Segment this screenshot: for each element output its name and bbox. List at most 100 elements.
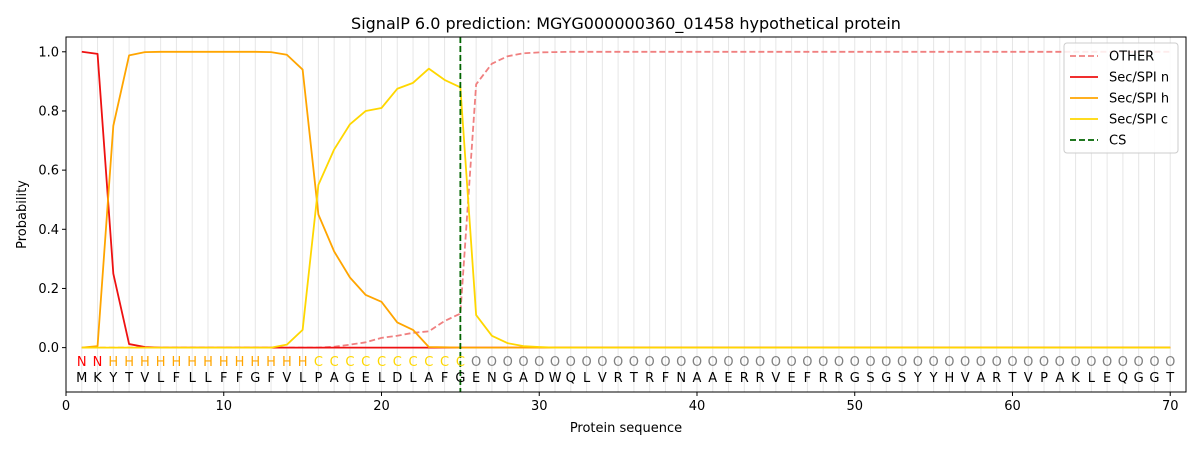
- residue-label: G: [503, 371, 513, 386]
- region-label: O: [1055, 355, 1065, 370]
- vertical-grid: [81, 37, 1171, 392]
- region-label: H: [250, 355, 260, 370]
- y-tick-label: 0.8: [38, 104, 59, 119]
- residue-label: F: [220, 371, 227, 386]
- region-label: O: [518, 355, 528, 370]
- x-axis: 0 10 20 30 40 50 60 70: [62, 392, 1179, 414]
- residue-label: Y: [929, 371, 938, 386]
- x-tick-label: 70: [1162, 399, 1179, 414]
- legend-label: Sec/SPI n: [1109, 71, 1169, 86]
- y-tick-label: 0.0: [38, 341, 59, 356]
- region-label: O: [1039, 355, 1049, 370]
- x-tick-label: 20: [373, 399, 390, 414]
- region-label: O: [897, 355, 907, 370]
- region-label: O: [708, 355, 718, 370]
- residue-label: R: [992, 371, 1001, 386]
- residue-label: F: [236, 371, 243, 386]
- region-label: O: [787, 355, 797, 370]
- residue-label: V: [961, 371, 970, 386]
- chart-title: SignalP 6.0 prediction: MGYG000000360_01…: [351, 14, 901, 34]
- region-label: C: [424, 355, 433, 370]
- region-label: H: [298, 355, 308, 370]
- y-tick-label: 0.6: [38, 164, 59, 179]
- residue-label: A: [519, 371, 528, 386]
- residue-label: S: [898, 371, 906, 386]
- region-label: H: [124, 355, 134, 370]
- residue-label: G: [881, 371, 891, 386]
- region-label: N: [77, 355, 87, 370]
- region-label: H: [156, 355, 166, 370]
- region-label: H: [235, 355, 245, 370]
- legend-label: Sec/SPI h: [1109, 92, 1169, 107]
- region-label: O: [850, 355, 860, 370]
- residue-label: V: [771, 371, 780, 386]
- region-label: O: [487, 355, 497, 370]
- residue-label: Q: [566, 371, 576, 386]
- legend-label: OTHER: [1109, 50, 1154, 65]
- residue-label: V: [598, 371, 607, 386]
- residue-label: K: [1071, 371, 1080, 386]
- x-tick-label: 40: [689, 399, 706, 414]
- region-label: O: [928, 355, 938, 370]
- region-label: O: [471, 355, 481, 370]
- residue-label: Q: [1118, 371, 1128, 386]
- y-tick-label: 0.2: [38, 282, 59, 297]
- residue-label: A: [330, 371, 339, 386]
- residue-label: R: [614, 371, 623, 386]
- residue-label: T: [629, 371, 638, 386]
- residue-label: A: [708, 371, 717, 386]
- region-label: O: [550, 355, 560, 370]
- region-label: H: [266, 355, 276, 370]
- region-label: C: [409, 355, 418, 370]
- region-label: O: [660, 355, 670, 370]
- region-label: H: [187, 355, 197, 370]
- residue-label: L: [157, 371, 165, 386]
- region-label: H: [172, 355, 182, 370]
- region-label: O: [1023, 355, 1033, 370]
- residue-label: L: [583, 371, 591, 386]
- residue-label: P: [1040, 371, 1048, 386]
- residue-label: N: [676, 371, 686, 386]
- residue-label: V: [1024, 371, 1033, 386]
- y-tick-label: 0.4: [38, 223, 59, 238]
- residue-label: E: [788, 371, 796, 386]
- residue-label: V: [282, 371, 291, 386]
- y-tick-label: 1.0: [38, 45, 59, 60]
- region-label: H: [219, 355, 229, 370]
- residue-label: N: [487, 371, 497, 386]
- legend-label: CS: [1109, 134, 1126, 149]
- residue-label: H: [944, 371, 954, 386]
- residue-label: L: [189, 371, 197, 386]
- residue-label: L: [409, 371, 417, 386]
- region-label: O: [676, 355, 686, 370]
- region-label: C: [361, 355, 370, 370]
- region-label: C: [377, 355, 386, 370]
- x-tick-label: 50: [846, 399, 863, 414]
- residue-label: Y: [108, 371, 117, 386]
- region-label: O: [755, 355, 765, 370]
- region-label: C: [314, 355, 323, 370]
- residue-label: L: [1088, 371, 1096, 386]
- region-label: O: [692, 355, 702, 370]
- region-label: O: [1007, 355, 1017, 370]
- region-label: O: [503, 355, 513, 370]
- residue-label: T: [1165, 371, 1174, 386]
- region-label: O: [1070, 355, 1080, 370]
- residue-label: R: [834, 371, 843, 386]
- residue-label: G: [455, 371, 465, 386]
- x-tick-label: 10: [215, 399, 232, 414]
- region-label: O: [881, 355, 891, 370]
- residue-label: R: [740, 371, 749, 386]
- region-label: C: [440, 355, 449, 370]
- region-label: O: [771, 355, 781, 370]
- residue-label: L: [299, 371, 307, 386]
- residue-label: E: [1103, 371, 1111, 386]
- region-label: H: [282, 355, 292, 370]
- series-line-2: [81, 50, 1171, 349]
- region-label: C: [330, 355, 339, 370]
- x-tick-label: 0: [62, 399, 70, 414]
- series-line-0: [81, 50, 1171, 349]
- residue-label: R: [756, 371, 765, 386]
- region-label: O: [976, 355, 986, 370]
